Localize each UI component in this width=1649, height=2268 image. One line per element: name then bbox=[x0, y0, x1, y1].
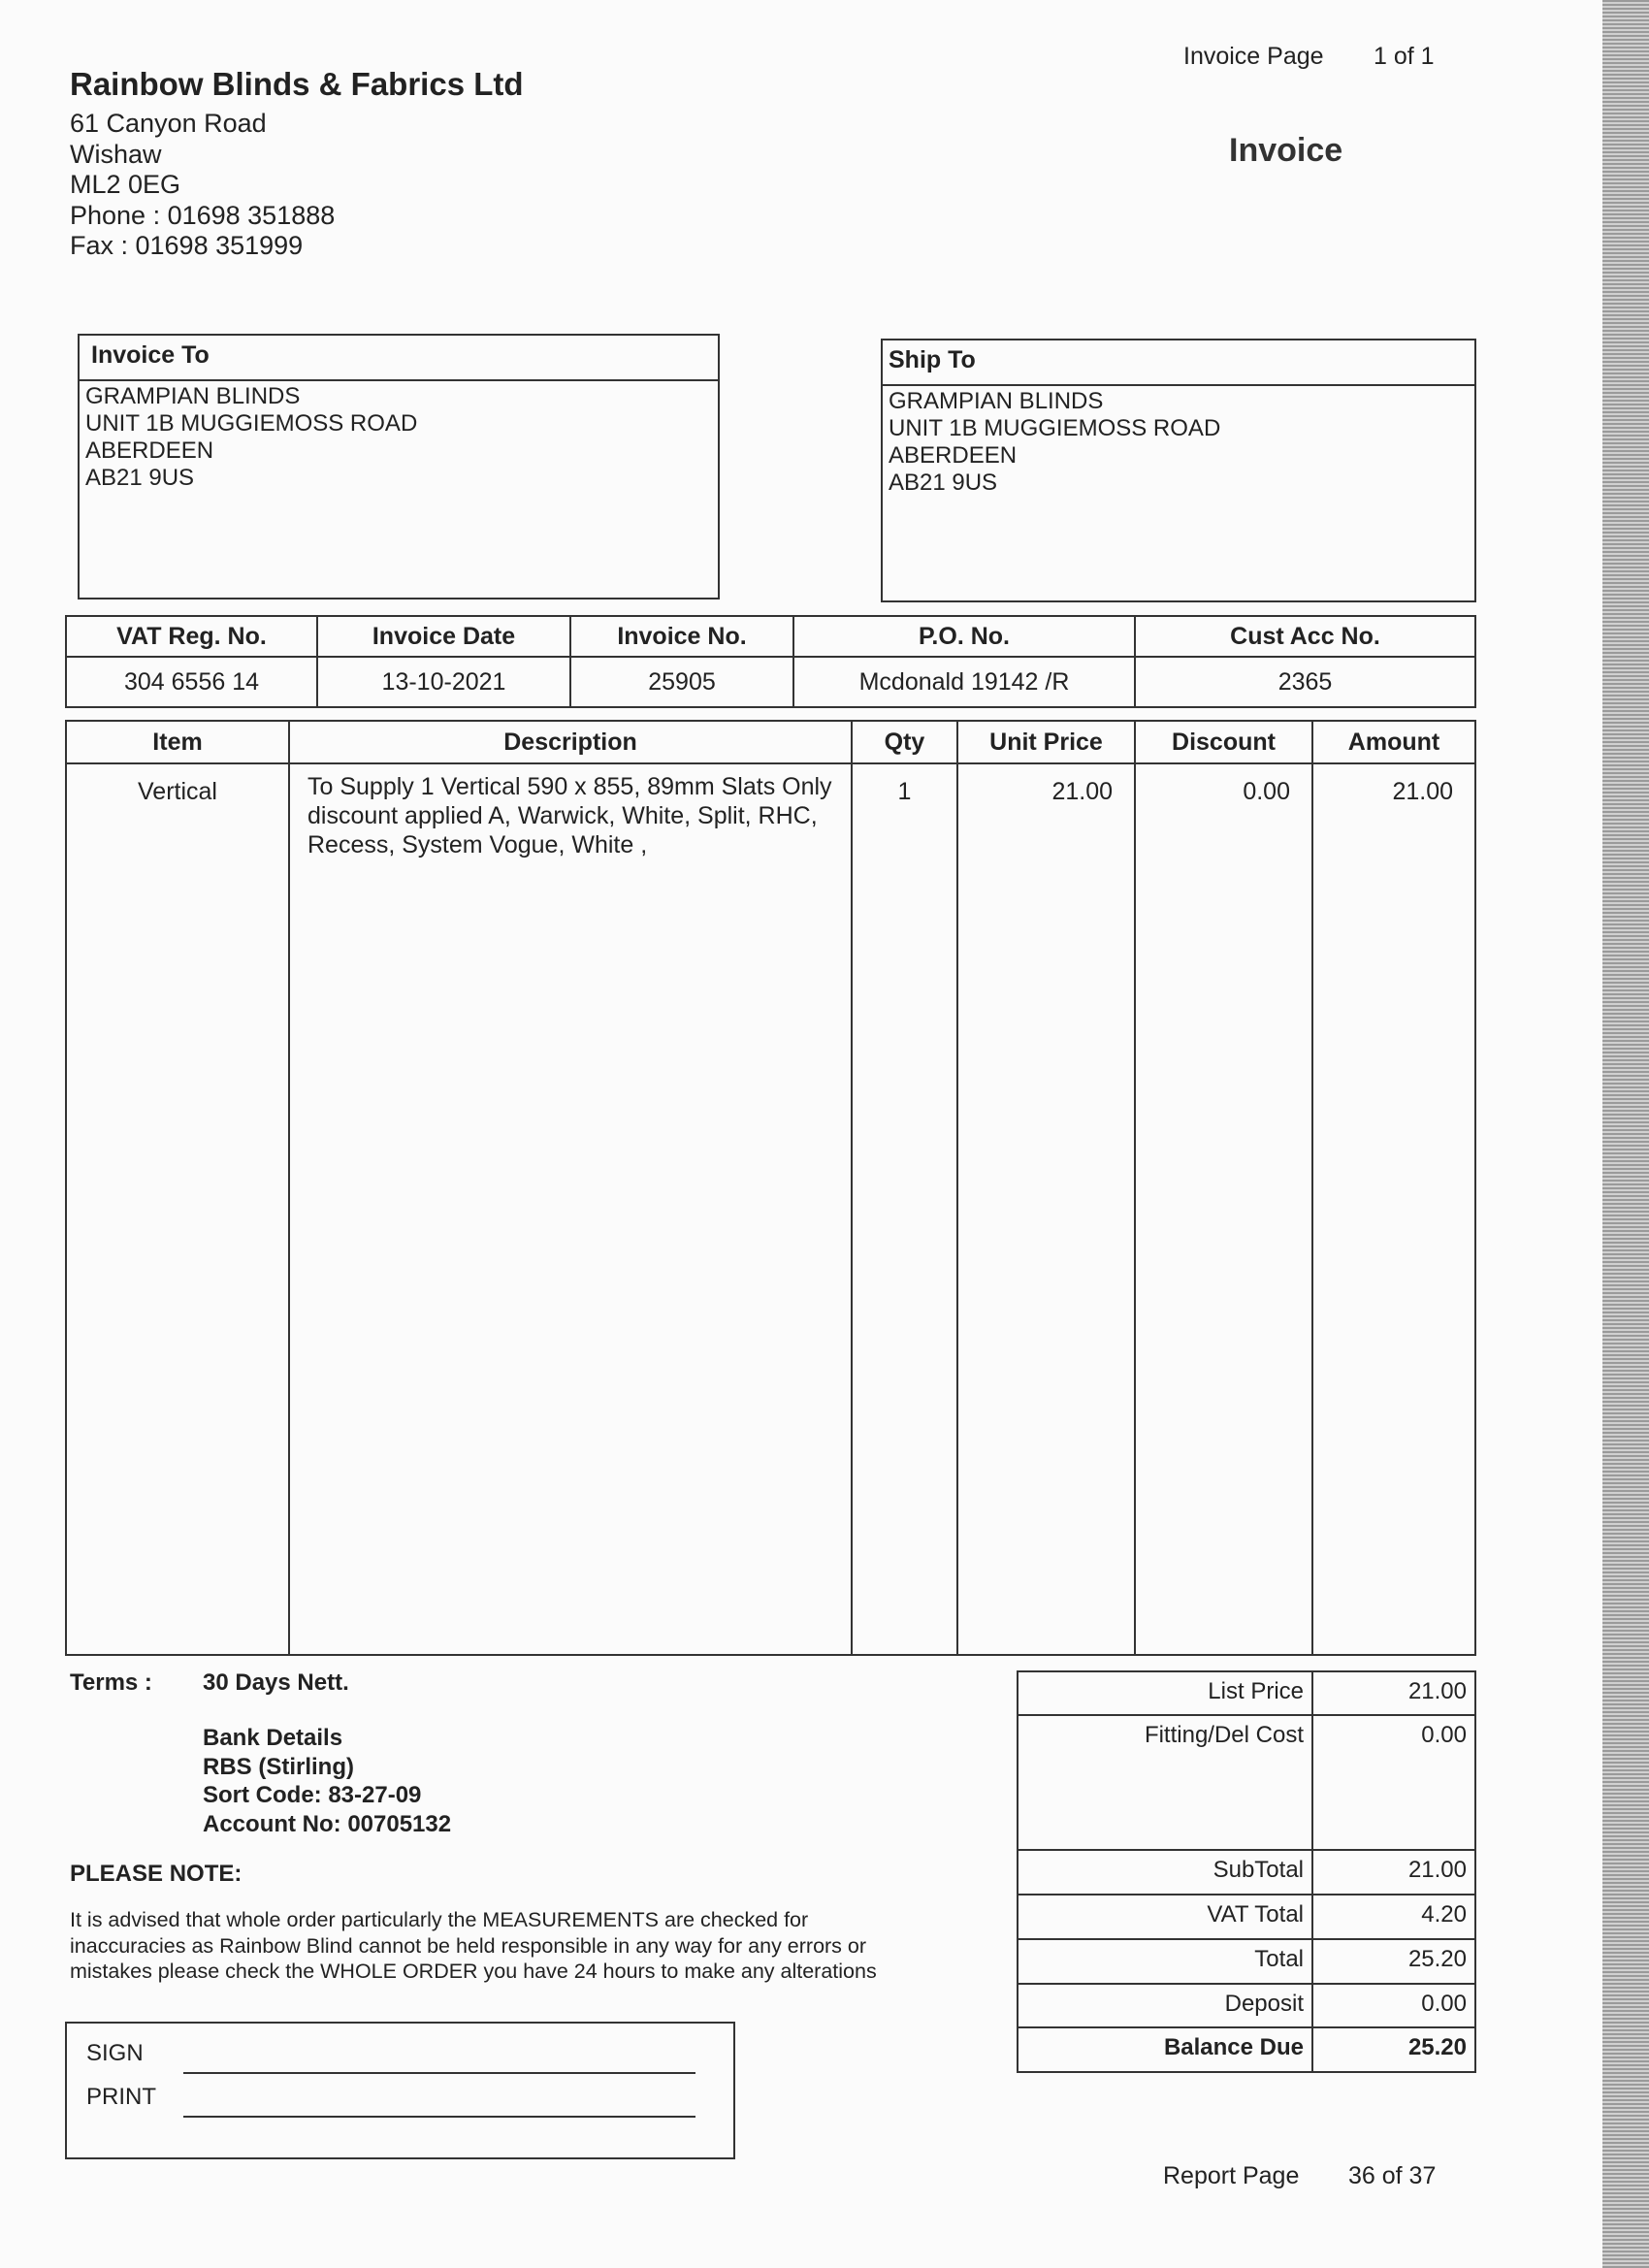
please-note-text: It is advised that whole order particula… bbox=[70, 1907, 982, 1985]
vat-total-value: 4.20 bbox=[1311, 1894, 1476, 1940]
invoice-to-line: AB21 9US bbox=[85, 465, 195, 491]
note-line: inaccuracies as Rainbow Blind cannot be … bbox=[70, 1933, 867, 1958]
terms-label: Terms : bbox=[70, 1669, 152, 1696]
fitting-cost-value: 0.00 bbox=[1311, 1714, 1476, 1851]
ship-to-heading: Ship To bbox=[883, 340, 1474, 386]
note-line: mistakes please check the WHOLE ORDER yo… bbox=[70, 1960, 877, 1983]
ship-to-line: ABERDEEN bbox=[889, 442, 1018, 469]
balance-due-value: 25.20 bbox=[1311, 2026, 1476, 2073]
sort-code: Sort Code: 83-27-09 bbox=[203, 1782, 422, 1808]
header-description: Description bbox=[288, 720, 853, 764]
unit-price-cell: 21.00 bbox=[956, 762, 1136, 1656]
invoice-to-line: GRAMPIAN BLINDS bbox=[85, 383, 301, 409]
header-cust-acc: Cust Acc No. bbox=[1134, 615, 1476, 658]
cust-acc-value: 2365 bbox=[1134, 656, 1476, 708]
invoice-to-heading: Invoice To bbox=[80, 336, 718, 381]
header-amount: Amount bbox=[1311, 720, 1476, 764]
fax: Fax : 01698 351999 bbox=[70, 231, 304, 260]
total-label: Total bbox=[1017, 1938, 1313, 1985]
document-title: Invoice bbox=[1229, 132, 1343, 169]
discount-cell: 0.00 bbox=[1134, 762, 1313, 1656]
address-line: ML2 0EG bbox=[70, 170, 181, 199]
subtotal-value: 21.00 bbox=[1311, 1849, 1476, 1895]
deposit-label: Deposit bbox=[1017, 1983, 1313, 2028]
invoice-page-label: Invoice Page bbox=[1183, 43, 1324, 70]
invoice-to-line: UNIT 1B MUGGIEMOSS ROAD bbox=[85, 410, 418, 437]
vat-reg-value: 304 6556 14 bbox=[65, 656, 318, 708]
ship-to-line: GRAMPIAN BLINDS bbox=[889, 388, 1104, 414]
fitting-cost-label: Fitting/Del Cost bbox=[1017, 1714, 1313, 1851]
bank-heading: Bank Details bbox=[203, 1725, 343, 1751]
description-cell: To Supply 1 Vertical 590 x 855, 89mm Sla… bbox=[288, 762, 853, 1656]
address-line: Wishaw bbox=[70, 139, 162, 169]
totals-table: List Price 21.00 Fitting/Del Cost 0.00 Sub… bbox=[1017, 1670, 1476, 2073]
company-address: 61 Canyon Road Wishaw ML2 0EG Phone : 01… bbox=[70, 109, 335, 262]
header-invoice-date: Invoice Date bbox=[316, 615, 571, 658]
ship-to-box: Ship To GRAMPIAN BLINDS UNIT 1B MUGGIEMO… bbox=[881, 339, 1476, 602]
bank-details: Bank Details RBS (Stirling) Sort Code: 8… bbox=[203, 1724, 451, 1838]
account-no: Account No: 00705132 bbox=[203, 1810, 452, 1837]
terms-value: 30 Days Nett. bbox=[203, 1669, 349, 1696]
table-row: Vertical To Supply 1 Vertical 590 x 855,… bbox=[65, 762, 1476, 1656]
balance-due-label: Balance Due bbox=[1017, 2026, 1313, 2073]
note-line: It is advised that whole order particula… bbox=[70, 1908, 809, 1931]
company-name: Rainbow Blinds & Fabrics Ltd bbox=[70, 66, 524, 102]
address-line: 61 Canyon Road bbox=[70, 109, 267, 138]
items-table: Item Description Qty Unit Price Discount… bbox=[65, 720, 1476, 1656]
header-vat-reg: VAT Reg. No. bbox=[65, 615, 318, 658]
please-note-heading: PLEASE NOTE: bbox=[70, 1861, 242, 1887]
scan-edge bbox=[1602, 0, 1649, 2268]
print-line[interactable] bbox=[183, 2116, 695, 2118]
po-no-value: Mcdonald 19142 /R bbox=[792, 656, 1136, 708]
report-page-label: Report Page bbox=[1163, 2162, 1300, 2189]
ship-to-line: AB21 9US bbox=[889, 470, 998, 496]
invoice-no-value: 25905 bbox=[569, 656, 794, 708]
invoice-date-value: 13-10-2021 bbox=[316, 656, 571, 708]
deposit-value: 0.00 bbox=[1311, 1983, 1476, 2028]
amount-cell: 21.00 bbox=[1311, 762, 1476, 1656]
report-page-number: 36 of 37 bbox=[1348, 2162, 1437, 2189]
print-label: PRINT bbox=[86, 2084, 156, 2110]
invoice-to-line: ABERDEEN bbox=[85, 437, 214, 464]
header-discount: Discount bbox=[1134, 720, 1313, 764]
qty-cell: 1 bbox=[851, 762, 958, 1656]
bank-name: RBS (Stirling) bbox=[203, 1753, 354, 1780]
phone: Phone : 01698 351888 bbox=[70, 200, 336, 230]
invoice-to-box: Invoice To GRAMPIAN BLINDS UNIT 1B MUGGI… bbox=[78, 334, 720, 599]
header-unit-price: Unit Price bbox=[956, 720, 1136, 764]
list-price-value: 21.00 bbox=[1311, 1670, 1476, 1716]
ship-to-line: UNIT 1B MUGGIEMOSS ROAD bbox=[889, 415, 1221, 441]
header-invoice-no: Invoice No. bbox=[569, 615, 794, 658]
signature-box: SIGN PRINT bbox=[65, 2022, 735, 2159]
sign-line[interactable] bbox=[183, 2072, 695, 2074]
sign-label: SIGN bbox=[86, 2040, 144, 2066]
header-item: Item bbox=[65, 720, 290, 764]
subtotal-label: SubTotal bbox=[1017, 1849, 1313, 1895]
item-cell: Vertical bbox=[65, 762, 290, 1656]
list-price-label: List Price bbox=[1017, 1670, 1313, 1716]
header-po-no: P.O. No. bbox=[792, 615, 1136, 658]
invoice-page-number: 1 of 1 bbox=[1374, 43, 1435, 70]
vat-total-label: VAT Total bbox=[1017, 1894, 1313, 1940]
header-qty: Qty bbox=[851, 720, 958, 764]
total-value: 25.20 bbox=[1311, 1938, 1476, 1985]
invoice-info-table: VAT Reg. No. Invoice Date Invoice No. P.… bbox=[65, 615, 1476, 708]
